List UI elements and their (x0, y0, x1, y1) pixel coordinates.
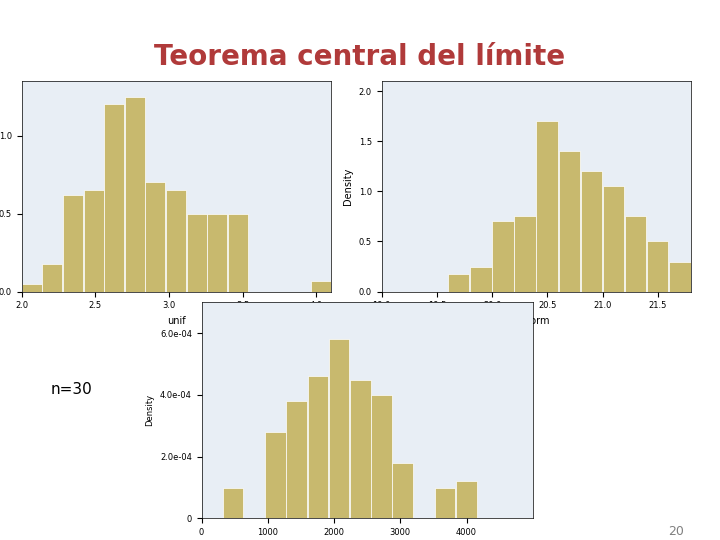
Bar (310, 281, 330, 292)
X-axis label: norm: norm (523, 316, 549, 326)
Bar (125, 97, 145, 292)
Text: 20: 20 (668, 524, 684, 538)
Bar (307, 376, 328, 518)
Bar (448, 274, 469, 292)
Bar (350, 380, 371, 518)
Bar (492, 221, 513, 292)
Bar (207, 214, 228, 292)
Bar (166, 190, 186, 292)
Bar (536, 121, 558, 292)
Bar (470, 267, 492, 292)
Text: Teorema central del límite: Teorema central del límite (154, 43, 566, 71)
Bar (22, 284, 42, 292)
Y-axis label: Density: Density (145, 394, 154, 427)
Bar (222, 488, 243, 518)
Bar (372, 395, 392, 518)
Bar (392, 463, 413, 518)
Bar (287, 401, 307, 518)
Bar (265, 432, 286, 518)
Bar (42, 264, 62, 292)
Text: n=30: n=30 (50, 382, 92, 397)
Bar (625, 217, 647, 292)
Bar (63, 195, 83, 292)
Bar (435, 488, 455, 518)
Bar (647, 241, 668, 292)
Bar (228, 214, 248, 292)
Y-axis label: Density: Density (343, 167, 354, 205)
Bar (145, 183, 166, 292)
Bar (456, 481, 477, 518)
X-axis label: unif: unif (167, 316, 186, 326)
Bar (84, 190, 104, 292)
Bar (186, 214, 207, 292)
Bar (329, 340, 349, 518)
Text: III. DISTRIBUCIÓN MUESTAL DE MEDIAS, TCL Y LGN: III. DISTRIBUCIÓN MUESTAL DE MEDIAS, TCL… (143, 9, 577, 26)
Bar (514, 217, 536, 292)
Bar (104, 104, 124, 292)
Bar (603, 186, 624, 292)
Bar (580, 171, 602, 292)
Bar (669, 261, 690, 292)
Bar (559, 151, 580, 292)
